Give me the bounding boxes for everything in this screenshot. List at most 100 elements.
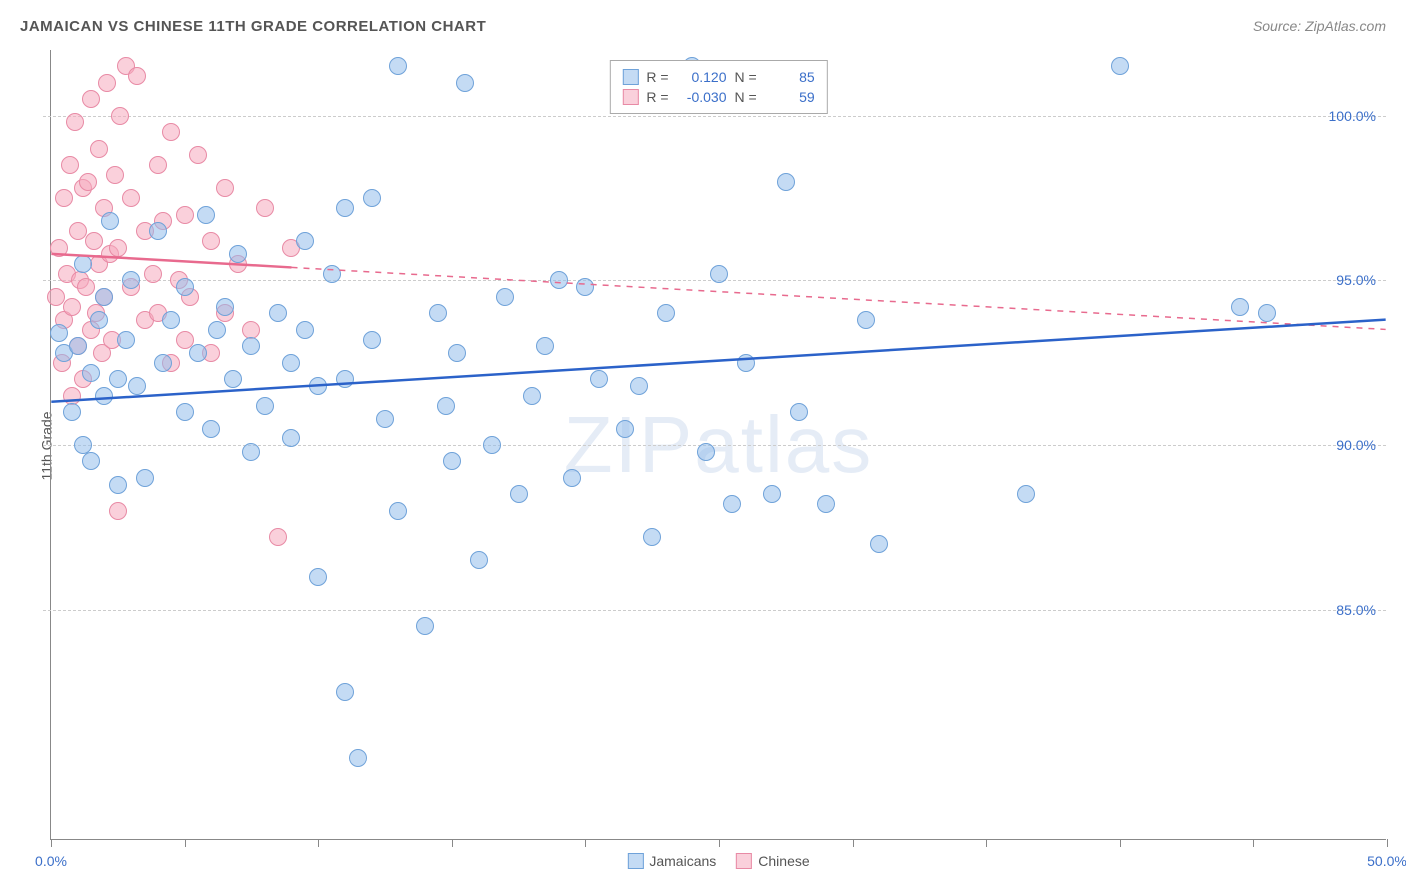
data-point-jamaicans bbox=[336, 683, 354, 701]
data-point-jamaicans bbox=[242, 443, 260, 461]
data-point-chinese bbox=[144, 265, 162, 283]
data-point-jamaicans bbox=[136, 469, 154, 487]
data-point-jamaicans bbox=[456, 74, 474, 92]
data-point-jamaicans bbox=[296, 232, 314, 250]
data-point-jamaicans bbox=[95, 387, 113, 405]
data-point-jamaicans bbox=[536, 337, 554, 355]
data-point-chinese bbox=[216, 179, 234, 197]
data-point-jamaicans bbox=[416, 617, 434, 635]
data-point-jamaicans bbox=[470, 551, 488, 569]
data-point-jamaicans bbox=[376, 410, 394, 428]
data-point-jamaicans bbox=[74, 436, 92, 454]
data-point-chinese bbox=[85, 232, 103, 250]
data-point-chinese bbox=[61, 156, 79, 174]
data-point-jamaicans bbox=[176, 278, 194, 296]
x-tick bbox=[585, 839, 586, 847]
data-point-chinese bbox=[90, 140, 108, 158]
bottom-legend: Jamaicans Chinese bbox=[627, 853, 809, 869]
data-point-jamaicans bbox=[242, 337, 260, 355]
data-point-chinese bbox=[202, 232, 220, 250]
y-tick-label: 85.0% bbox=[1336, 602, 1376, 618]
data-point-jamaicans bbox=[122, 271, 140, 289]
x-tick bbox=[986, 839, 987, 847]
data-point-chinese bbox=[189, 146, 207, 164]
data-point-jamaicans bbox=[63, 403, 81, 421]
r-label: R = bbox=[646, 69, 668, 85]
data-point-jamaicans bbox=[576, 278, 594, 296]
data-point-chinese bbox=[50, 239, 68, 257]
data-point-jamaicans bbox=[523, 387, 541, 405]
data-point-jamaicans bbox=[496, 288, 514, 306]
data-point-jamaicans bbox=[817, 495, 835, 513]
data-point-jamaicans bbox=[710, 265, 728, 283]
x-tick-label: 50.0% bbox=[1367, 853, 1406, 869]
data-point-jamaicans bbox=[128, 377, 146, 395]
data-point-chinese bbox=[109, 239, 127, 257]
data-point-jamaicans bbox=[309, 568, 327, 586]
data-point-chinese bbox=[106, 166, 124, 184]
data-point-jamaicans bbox=[1258, 304, 1276, 322]
data-point-jamaicans bbox=[437, 397, 455, 415]
n-value-chinese: 59 bbox=[765, 89, 815, 105]
data-point-chinese bbox=[109, 502, 127, 520]
legend-item-jamaicans: Jamaicans bbox=[627, 853, 716, 869]
r-label: R = bbox=[646, 89, 668, 105]
chart-container: JAMAICAN VS CHINESE 11TH GRADE CORRELATI… bbox=[0, 0, 1406, 892]
data-point-chinese bbox=[63, 387, 81, 405]
data-point-jamaicans bbox=[389, 57, 407, 75]
data-point-jamaicans bbox=[74, 255, 92, 273]
y-tick-label: 100.0% bbox=[1329, 108, 1376, 124]
n-label: N = bbox=[735, 89, 757, 105]
data-point-chinese bbox=[162, 123, 180, 141]
data-point-jamaicans bbox=[323, 265, 341, 283]
y-tick-label: 95.0% bbox=[1336, 272, 1376, 288]
stats-row-jamaicans: R = 0.120 N = 85 bbox=[622, 67, 814, 87]
data-point-jamaicans bbox=[429, 304, 447, 322]
x-tick bbox=[853, 839, 854, 847]
data-point-jamaicans bbox=[82, 452, 100, 470]
data-point-jamaicans bbox=[870, 535, 888, 553]
x-tick bbox=[1387, 839, 1388, 847]
data-point-jamaicans bbox=[723, 495, 741, 513]
data-point-jamaicans bbox=[563, 469, 581, 487]
data-point-jamaicans bbox=[737, 354, 755, 372]
data-point-jamaicans bbox=[1017, 485, 1035, 503]
data-point-jamaicans bbox=[336, 199, 354, 217]
r-value-jamaicans: 0.120 bbox=[677, 69, 727, 85]
x-tick bbox=[185, 839, 186, 847]
data-point-jamaicans bbox=[363, 189, 381, 207]
data-point-jamaicans bbox=[448, 344, 466, 362]
gridline bbox=[43, 116, 1386, 117]
data-point-jamaicans bbox=[336, 370, 354, 388]
data-point-jamaicans bbox=[269, 304, 287, 322]
data-point-chinese bbox=[122, 189, 140, 207]
x-tick bbox=[719, 839, 720, 847]
data-point-jamaicans bbox=[697, 443, 715, 461]
stats-legend-box: R = 0.120 N = 85 R = -0.030 N = 59 bbox=[609, 60, 827, 114]
gridline bbox=[43, 610, 1386, 611]
data-point-jamaicans bbox=[117, 331, 135, 349]
data-point-jamaicans bbox=[590, 370, 608, 388]
data-point-jamaicans bbox=[389, 502, 407, 520]
swatch-chinese bbox=[622, 89, 638, 105]
n-label: N = bbox=[735, 69, 757, 85]
data-point-jamaicans bbox=[50, 324, 68, 342]
data-point-jamaicans bbox=[82, 364, 100, 382]
data-point-jamaicans bbox=[1231, 298, 1249, 316]
data-point-jamaicans bbox=[224, 370, 242, 388]
watermark-zip: ZIP bbox=[564, 400, 694, 489]
legend-item-chinese: Chinese bbox=[736, 853, 809, 869]
data-point-chinese bbox=[69, 222, 87, 240]
data-point-chinese bbox=[47, 288, 65, 306]
data-point-chinese bbox=[242, 321, 260, 339]
data-point-jamaicans bbox=[616, 420, 634, 438]
data-point-jamaicans bbox=[109, 476, 127, 494]
data-point-jamaicans bbox=[643, 528, 661, 546]
data-point-jamaicans bbox=[282, 429, 300, 447]
x-tick bbox=[1253, 839, 1254, 847]
stats-row-chinese: R = -0.030 N = 59 bbox=[622, 87, 814, 107]
x-tick bbox=[452, 839, 453, 847]
data-point-jamaicans bbox=[202, 420, 220, 438]
x-tick bbox=[318, 839, 319, 847]
data-point-chinese bbox=[98, 74, 116, 92]
